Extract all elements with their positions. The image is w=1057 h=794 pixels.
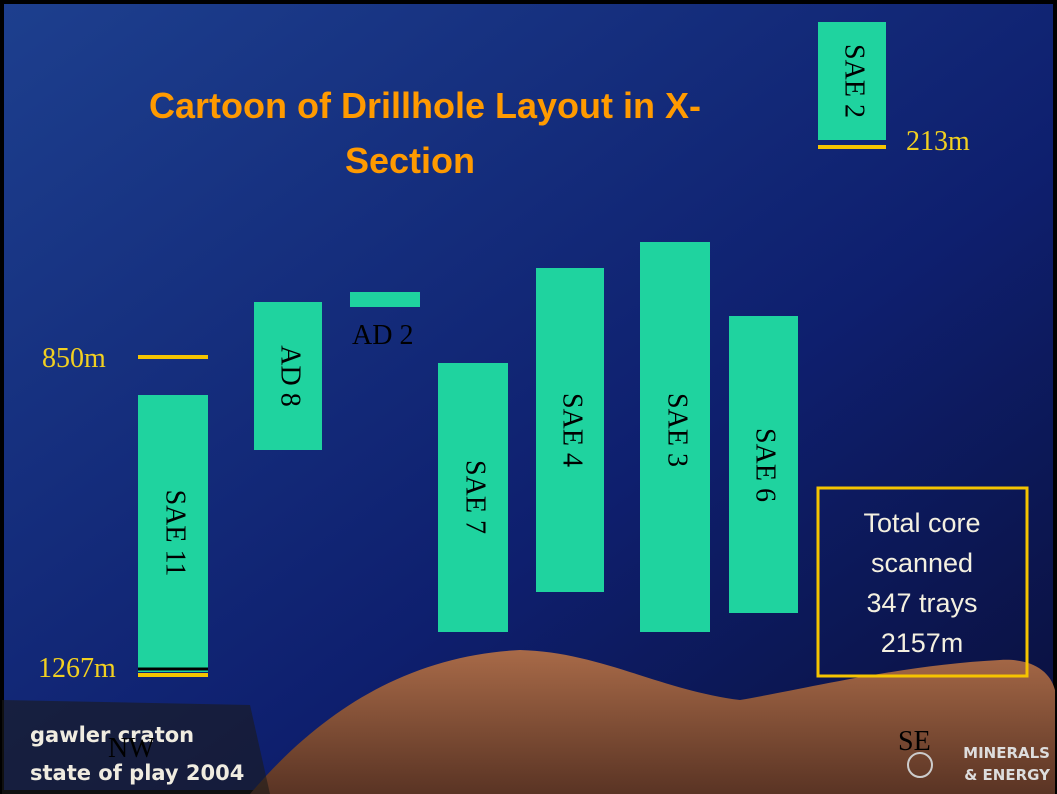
drillhole bbox=[640, 242, 710, 632]
depth-label: 1267m bbox=[38, 653, 116, 684]
footer-logo-text: & ENERGY bbox=[964, 766, 1051, 784]
title-line: Section bbox=[345, 140, 475, 181]
footer-text: gawler craton bbox=[30, 723, 194, 747]
drillhole-label: AD 8 bbox=[275, 345, 306, 406]
drillhole bbox=[138, 395, 208, 672]
drillhole bbox=[818, 22, 886, 140]
drillhole-label: SAE 3 bbox=[662, 393, 693, 467]
title-line: Cartoon of Drillhole Layout in X- bbox=[149, 85, 701, 126]
drillhole-label: SAE 11 bbox=[160, 490, 191, 577]
direction-label: SE bbox=[898, 726, 931, 757]
drillhole-label: AD 2 bbox=[352, 320, 413, 351]
drillhole bbox=[729, 316, 798, 613]
hill bbox=[250, 650, 1055, 794]
drillhole-label: SAE 2 bbox=[839, 44, 870, 118]
summary-line: 347 trays bbox=[866, 588, 977, 618]
footer-text: state of play 2004 bbox=[30, 761, 244, 785]
drillhole bbox=[254, 302, 322, 450]
footer-shade bbox=[2, 700, 270, 794]
drillhole-label: SAE 6 bbox=[750, 428, 781, 502]
drillhole bbox=[536, 268, 604, 592]
drillhole bbox=[438, 363, 508, 632]
summary-line: scanned bbox=[871, 548, 973, 578]
drillhole bbox=[350, 292, 420, 307]
summary-line: Total core bbox=[863, 508, 980, 538]
summary-box bbox=[816, 486, 1029, 678]
depth-label: 213m bbox=[906, 126, 970, 157]
direction-label: NW bbox=[108, 733, 155, 764]
depth-label: 850m bbox=[42, 343, 106, 374]
summary-line: 2157m bbox=[881, 628, 964, 658]
drillhole-label: SAE 4 bbox=[557, 393, 588, 467]
drillhole-label: SAE 7 bbox=[460, 460, 491, 534]
logo-emblem bbox=[907, 752, 933, 778]
footer-logo-text: MINERALS bbox=[963, 744, 1050, 762]
